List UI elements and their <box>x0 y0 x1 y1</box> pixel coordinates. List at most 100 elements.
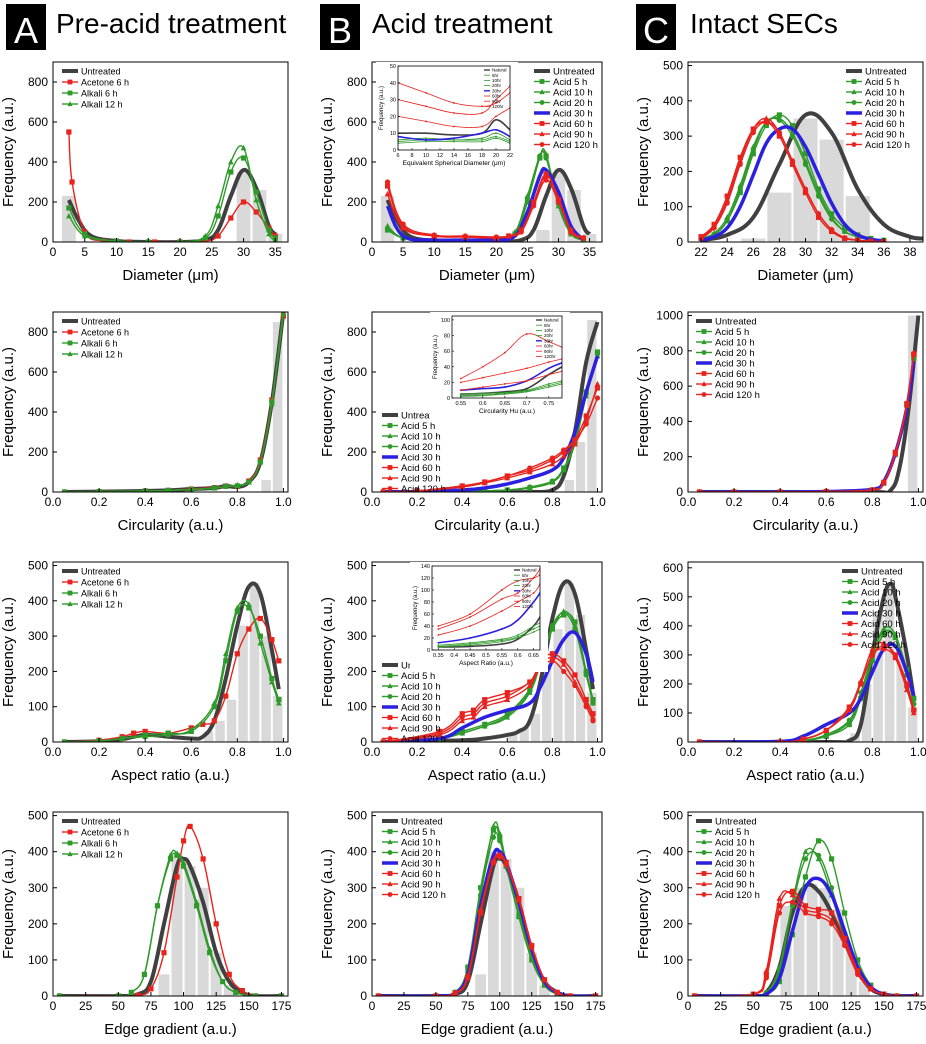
y-tick-label: 200 <box>347 445 367 459</box>
inset-series-point-90hr <box>547 373 550 376</box>
series-point-acid-120-h <box>691 993 698 996</box>
series-point-alkali-12-h <box>234 481 241 488</box>
legend-marker-acid-60-h <box>387 715 393 720</box>
x-tick-label: 0.4 <box>772 495 789 509</box>
x-tick-label: 22 <box>694 245 708 259</box>
histogram-bar <box>832 909 844 996</box>
legend-marker-acid-120-h <box>701 392 707 397</box>
x-tick-label: 175 <box>906 999 926 1013</box>
y-tick-label: 1000 <box>656 309 683 323</box>
y-tick-label: 200 <box>28 445 48 459</box>
series-point-alkali-6-h <box>266 227 272 233</box>
y-tick-label: 0 <box>360 485 367 499</box>
inset-legend-label-120hr: 120hr <box>522 604 534 609</box>
histogram-bar <box>272 696 283 742</box>
inset-series-line-5hr <box>438 622 540 646</box>
x-axis-label: Diameter (μm) <box>439 267 535 284</box>
y-axis-label: Frequency (a.u.) <box>0 849 17 959</box>
legend-label-acid-90-h: Acid 90 h <box>401 724 441 735</box>
panel-letter-a: A <box>14 10 38 51</box>
legend-label-acid-10-h: Acid 10 h <box>401 682 441 693</box>
series-point-acid-60-h <box>504 689 510 696</box>
x-tick-label: 0.2 <box>409 495 426 509</box>
series-point-acid-5-h <box>829 211 835 217</box>
y-tick-label: 200 <box>28 195 48 209</box>
series-point-acid-60-h <box>737 154 743 160</box>
x-tick-label: 15 <box>459 245 473 259</box>
inset-x-tick-label: 0.65 <box>499 401 510 407</box>
inset-legend-label-5hr: 5hr <box>492 73 499 78</box>
inset-x-tick-label: 14 <box>451 153 457 159</box>
series-point-acid-20-h <box>561 610 567 616</box>
series-point-acid-120-h <box>763 119 769 125</box>
series-point-alkali-12-h <box>275 700 282 706</box>
plot-frame <box>52 311 289 493</box>
y-tick-label: 500 <box>663 809 683 823</box>
inset-y-axis-label: Frequency (a.u.) <box>413 586 419 630</box>
series-point-acid-120-h <box>543 177 549 183</box>
inset-x-tick-label: 8 <box>410 153 413 159</box>
series-point-alkali-12-h <box>240 144 247 151</box>
histogram-bar <box>873 611 883 742</box>
inset-series-point-90hr <box>459 389 462 392</box>
legend-label-acid-5-h: Acid 5 h <box>401 421 435 432</box>
legend-marker-acetone-6-h <box>67 829 73 835</box>
inset-series-line-60hr <box>460 358 562 383</box>
series-point-acid-120-h <box>465 973 471 979</box>
series-point-acetone-6-h <box>66 129 72 135</box>
legend-marker-alkali-6-h <box>67 90 73 96</box>
inset-series-point-90hr <box>437 634 440 636</box>
y-tick-label: 0 <box>41 989 48 1003</box>
legend-marker-acid-10-h <box>387 433 393 439</box>
series-point-acetone-6-h <box>239 987 245 994</box>
legend-marker-acid-10-h <box>851 89 857 95</box>
inset-x-tick-label: 0.35 <box>433 653 444 659</box>
series-point-acid-20-h <box>490 834 496 840</box>
series-point-acid-20-h <box>504 712 510 719</box>
series-point-acid-60-h <box>776 133 782 139</box>
x-tick-label: 5 <box>400 245 407 259</box>
histogram-bar <box>767 192 792 242</box>
inset-series-line-30hr <box>438 592 540 644</box>
inset-legend-label-20hr: 20hr <box>522 583 532 588</box>
legend-label-acid-5-h: Acid 5 h <box>715 327 749 338</box>
y-axis-label: Frequency (a.u.) <box>0 97 17 207</box>
histogram-bar <box>236 172 251 242</box>
series-point-acid-120-h <box>881 480 887 486</box>
series-point-acid-120-h <box>842 235 848 241</box>
inset-y-tick-label: 100 <box>441 318 450 324</box>
series-point-acid-120-h <box>829 227 835 233</box>
series-point-alkali-12-h <box>222 650 229 657</box>
legend-label-acid-30-h: Acid 30 h <box>861 609 901 620</box>
plot-frame <box>687 811 924 997</box>
x-tick-label: 20 <box>173 245 187 259</box>
legend-label-alkali-6-h: Alkali 6 h <box>81 589 118 599</box>
series-point-acetone-6-h <box>253 209 259 215</box>
series-point-alkali-6-h <box>211 704 217 710</box>
legend-marker-acid-20-h <box>847 600 853 605</box>
legend-label-untreated: Untreated <box>81 817 121 827</box>
inset-series-line-20hr <box>398 137 510 144</box>
y-tick-label: 400 <box>28 405 48 419</box>
series-point-acid-20-h <box>594 351 601 357</box>
inset-series-point-30hr <box>437 641 440 644</box>
legend-marker-acid-90-h <box>701 381 707 387</box>
x-axis-label: Diameter (μm) <box>757 267 853 284</box>
x-tick-label: 150 <box>874 999 894 1013</box>
y-tick-label: 400 <box>347 405 367 419</box>
legend-label-acid-5-h: Acid 5 h <box>401 671 435 682</box>
x-tick-label: 1.0 <box>910 495 926 509</box>
series-point-acid-60-h <box>776 903 782 909</box>
inset-y-tick-label: 80 <box>424 600 430 606</box>
series-point-acid-60-h <box>763 971 769 977</box>
legend-label-untreated: Untreated <box>715 817 757 828</box>
series-point-acid-60-h <box>459 711 465 717</box>
legend-label-acid-30-h: Acid 30 h <box>553 109 593 120</box>
y-tick-label: 300 <box>347 629 367 643</box>
series-point-acid-20-h <box>815 852 822 858</box>
series-point-acid-120-h <box>497 854 503 860</box>
series-point-acid-20-h <box>590 700 596 706</box>
legend-marker-acid-120-h <box>387 736 393 741</box>
legend-marker-acid-20-h <box>387 444 393 449</box>
series-point-acid-120-h <box>763 975 769 981</box>
